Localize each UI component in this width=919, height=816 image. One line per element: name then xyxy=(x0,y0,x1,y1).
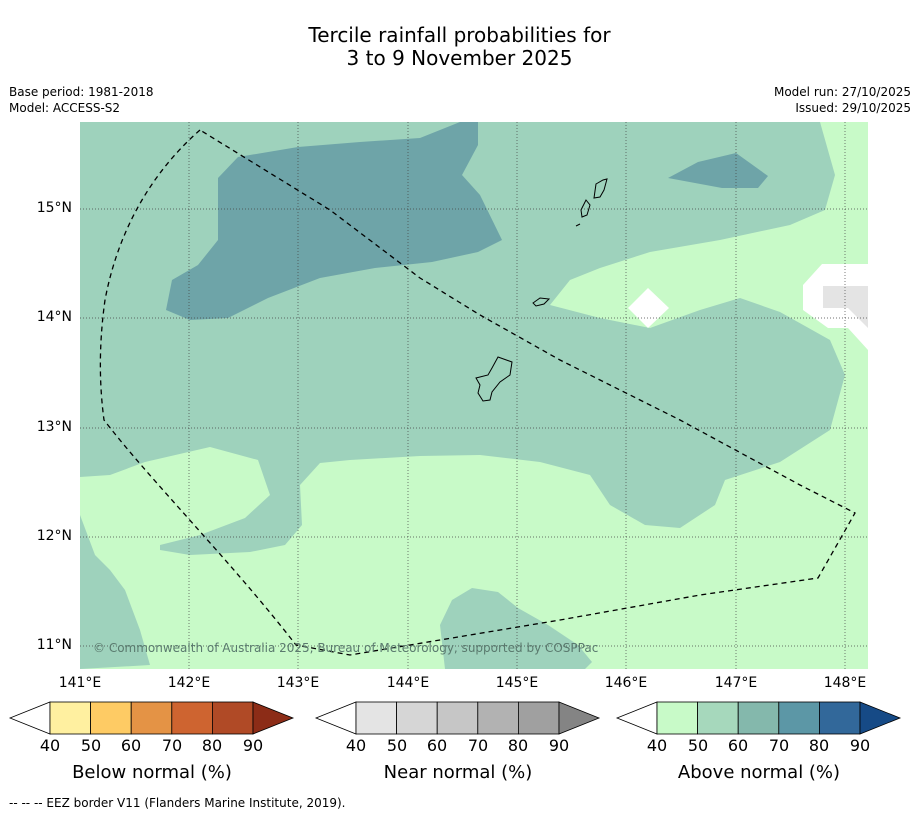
lon-label: 147°E xyxy=(714,675,758,691)
cb-tick: 90 xyxy=(548,736,570,755)
lat-label: 14°N xyxy=(36,309,72,325)
below-cb-segment xyxy=(171,701,213,735)
map-panel xyxy=(80,122,868,669)
region-above-60-70-south xyxy=(440,588,592,669)
below-cb-segment xyxy=(211,701,254,735)
cb-tick: 80 xyxy=(808,736,830,755)
cb-tick: 50 xyxy=(687,736,709,755)
island-tinian xyxy=(580,199,591,218)
above-normal-label: Above normal (%) xyxy=(677,762,841,783)
below-cb-segment xyxy=(49,701,91,735)
lon-label: 145°E xyxy=(495,675,539,691)
lon-label: 146°E xyxy=(604,675,648,691)
cb-tick: 60 xyxy=(426,736,448,755)
cb-tick: 80 xyxy=(201,736,223,755)
island-guam xyxy=(475,356,513,402)
near-cb-under xyxy=(314,701,357,735)
issued-date: Issued: 29/10/2025 xyxy=(795,101,911,115)
lon-label: 148°E xyxy=(823,675,867,691)
region-near-50-60 xyxy=(823,286,868,308)
lat-label: 15°N xyxy=(36,200,72,216)
lat-label: 11°N xyxy=(36,637,72,653)
lat-label: 13°N xyxy=(36,419,72,435)
near-cb-segment xyxy=(396,701,438,735)
model-name: Model: ACCESS-S2 xyxy=(9,101,121,115)
cb-tick: 50 xyxy=(386,736,408,755)
lon-label: 143°E xyxy=(276,675,320,691)
near-cb-segment xyxy=(436,701,479,735)
eez-legend-note: -- -- -- EEZ border V11 (Flanders Marine… xyxy=(9,796,346,810)
near-cb-segment xyxy=(477,701,519,735)
colorbars xyxy=(8,701,902,735)
title-line-1: Tercile rainfall probabilities for xyxy=(308,23,611,47)
lon-label: 141°E xyxy=(58,675,102,691)
cb-tick: 70 xyxy=(768,736,790,755)
cb-tick: 90 xyxy=(242,736,264,755)
below-cb-under xyxy=(8,701,51,735)
cb-tick: 50 xyxy=(80,736,102,755)
below-cb-segment xyxy=(90,701,132,735)
cb-tick: 80 xyxy=(507,736,529,755)
near-cb-segment xyxy=(355,701,397,735)
cb-tick: 70 xyxy=(161,736,183,755)
lon-label: 144°E xyxy=(386,675,430,691)
above-cb-under xyxy=(615,701,658,735)
cb-tick: 40 xyxy=(345,736,367,755)
cb-tick: 40 xyxy=(646,736,668,755)
lon-label: 142°E xyxy=(167,675,211,691)
island-aguijan xyxy=(575,223,581,227)
above-cb-over xyxy=(859,701,902,735)
region-above-70-80-east xyxy=(668,153,768,188)
near-cb-over xyxy=(558,701,601,735)
cb-tick: 60 xyxy=(120,736,142,755)
base-period: Base period: 1981-2018 xyxy=(9,85,154,99)
near-normal-label: Near normal (%) xyxy=(383,762,533,783)
island-saipan xyxy=(593,178,608,199)
region-above-60-70-southwest xyxy=(80,515,150,669)
cb-tick: 90 xyxy=(849,736,871,755)
above-cb-segment xyxy=(778,701,820,735)
island-rota xyxy=(532,297,551,307)
islands xyxy=(475,178,608,402)
cb-tick: 70 xyxy=(467,736,489,755)
gridlines xyxy=(80,122,868,669)
eez-border xyxy=(99,129,856,656)
lat-label: 12°N xyxy=(36,528,72,544)
above-cb-segment xyxy=(819,701,861,735)
below-cb-segment xyxy=(130,701,173,735)
cb-tick: 40 xyxy=(39,736,61,755)
title-line-2: 3 to 9 November 2025 xyxy=(346,46,573,70)
above-cb-segment xyxy=(656,701,698,735)
near-cb-segment xyxy=(518,701,560,735)
above-cb-segment xyxy=(697,701,739,735)
cb-tick: 60 xyxy=(727,736,749,755)
model-run: Model run: 27/10/2025 xyxy=(773,85,911,99)
region-above-70-80-main xyxy=(166,122,502,320)
copyright-notice: © Commonwealth of Australia 2025, Bureau… xyxy=(93,641,599,655)
below-cb-over xyxy=(252,701,295,735)
below-normal-label: Below normal (%) xyxy=(72,762,232,783)
above-cb-segment xyxy=(737,701,780,735)
